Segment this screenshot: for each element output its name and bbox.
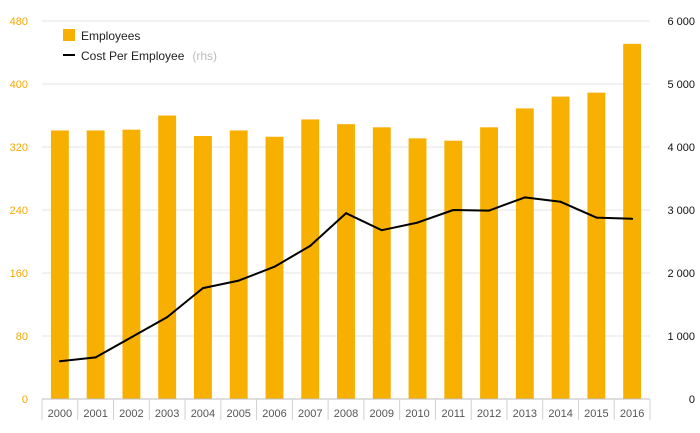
bar-employees-2011	[444, 140, 463, 399]
y-left-tick-label: 320	[10, 142, 28, 154]
bar-employees-2005	[229, 130, 248, 399]
x-tick-label: 2007	[298, 408, 322, 420]
legend-employees-label: Employees	[81, 29, 140, 43]
point-cost-2006	[273, 265, 276, 268]
x-tick-label: 2008	[334, 408, 358, 420]
y-left-tick-label: 80	[16, 331, 28, 343]
bar-employees-2007	[301, 119, 320, 399]
cost-per-employee-line-group	[58, 196, 634, 363]
point-cost-2004	[201, 287, 204, 290]
point-cost-2015	[595, 216, 598, 219]
bar-employees-2001	[86, 130, 105, 399]
x-tick-label: 2003	[155, 408, 179, 420]
x-tick-label: 2009	[370, 408, 394, 420]
legend-cost-label-group: Cost Per Employee (rhs)	[81, 47, 217, 64]
y-right-tick-label: 0	[689, 394, 695, 406]
point-cost-2010	[416, 221, 419, 224]
bar-employees-2008	[337, 124, 355, 399]
x-tick-label: 2014	[548, 408, 572, 420]
bar-employees-2015	[587, 92, 606, 399]
point-cost-2003	[166, 316, 169, 319]
point-cost-2001	[94, 356, 97, 359]
point-cost-2016	[631, 217, 634, 220]
x-tick-label: 2002	[119, 408, 143, 420]
bar-employees-2004	[194, 135, 212, 399]
bar-employees-2014	[551, 96, 570, 399]
point-cost-2014	[559, 200, 562, 203]
bar-employees-2006	[265, 136, 284, 399]
point-cost-2012	[488, 209, 491, 212]
bar-employees-2003	[158, 115, 177, 399]
x-tick-label: 2006	[262, 408, 286, 420]
bar-employees-2016	[623, 43, 642, 400]
y-left-tick-label: 0	[22, 394, 28, 406]
bar-employees-2012	[480, 127, 498, 399]
y-left-tick-label: 240	[10, 205, 28, 217]
y-right-tick-label: 3 000	[667, 205, 695, 217]
bar-employees-2000	[50, 130, 69, 399]
point-cost-2005	[237, 279, 240, 282]
x-tick-label: 2000	[48, 408, 72, 420]
x-tick-label: 2001	[83, 408, 107, 420]
x-tick-label: 2004	[191, 408, 215, 420]
x-tick-label: 2012	[477, 408, 501, 420]
point-cost-2008	[345, 212, 347, 215]
y-right-tick-label: 2 000	[667, 268, 695, 280]
y-right-tick-label: 5 000	[667, 79, 695, 91]
legend-cost-note: (rhs)	[192, 49, 217, 63]
x-tick-label: 2010	[405, 408, 429, 420]
y-right-tick-label: 4 000	[667, 142, 695, 154]
point-cost-2009	[380, 229, 383, 232]
legend-cost-label: Cost Per Employee	[81, 49, 185, 63]
bar-employees-2010	[408, 138, 427, 399]
y-left-tick-label: 160	[10, 268, 28, 280]
point-cost-2013	[523, 196, 526, 199]
point-cost-2002	[130, 336, 133, 339]
employees-bars	[50, 43, 642, 400]
y-right-tick-label: 1 000	[667, 331, 695, 343]
x-tick-label: 2016	[620, 408, 644, 420]
y-left-tick-label: 480	[10, 16, 28, 28]
bar-employees-2009	[372, 127, 391, 399]
y-left-tick-label: 400	[10, 79, 28, 91]
point-cost-2011	[452, 209, 455, 211]
x-tick-label: 2013	[513, 408, 537, 420]
bar-employees-2002	[122, 129, 141, 400]
axes: 0 80 160 240 320 400 480 0 1 000 2 000 3 000 4 000 5…	[10, 16, 695, 420]
point-cost-2000	[58, 360, 61, 363]
x-tick-label: 2015	[584, 408, 608, 420]
bar-employees-2013	[515, 108, 534, 399]
point-cost-2007	[309, 244, 312, 247]
x-tick-label: 2005	[226, 408, 250, 420]
y-right-tick-label: 6 000	[667, 16, 695, 28]
x-tick-label: 2011	[441, 408, 465, 420]
legend-employees-swatch	[63, 29, 75, 41]
legend: Employees Cost Per Employee (rhs)	[63, 29, 217, 64]
